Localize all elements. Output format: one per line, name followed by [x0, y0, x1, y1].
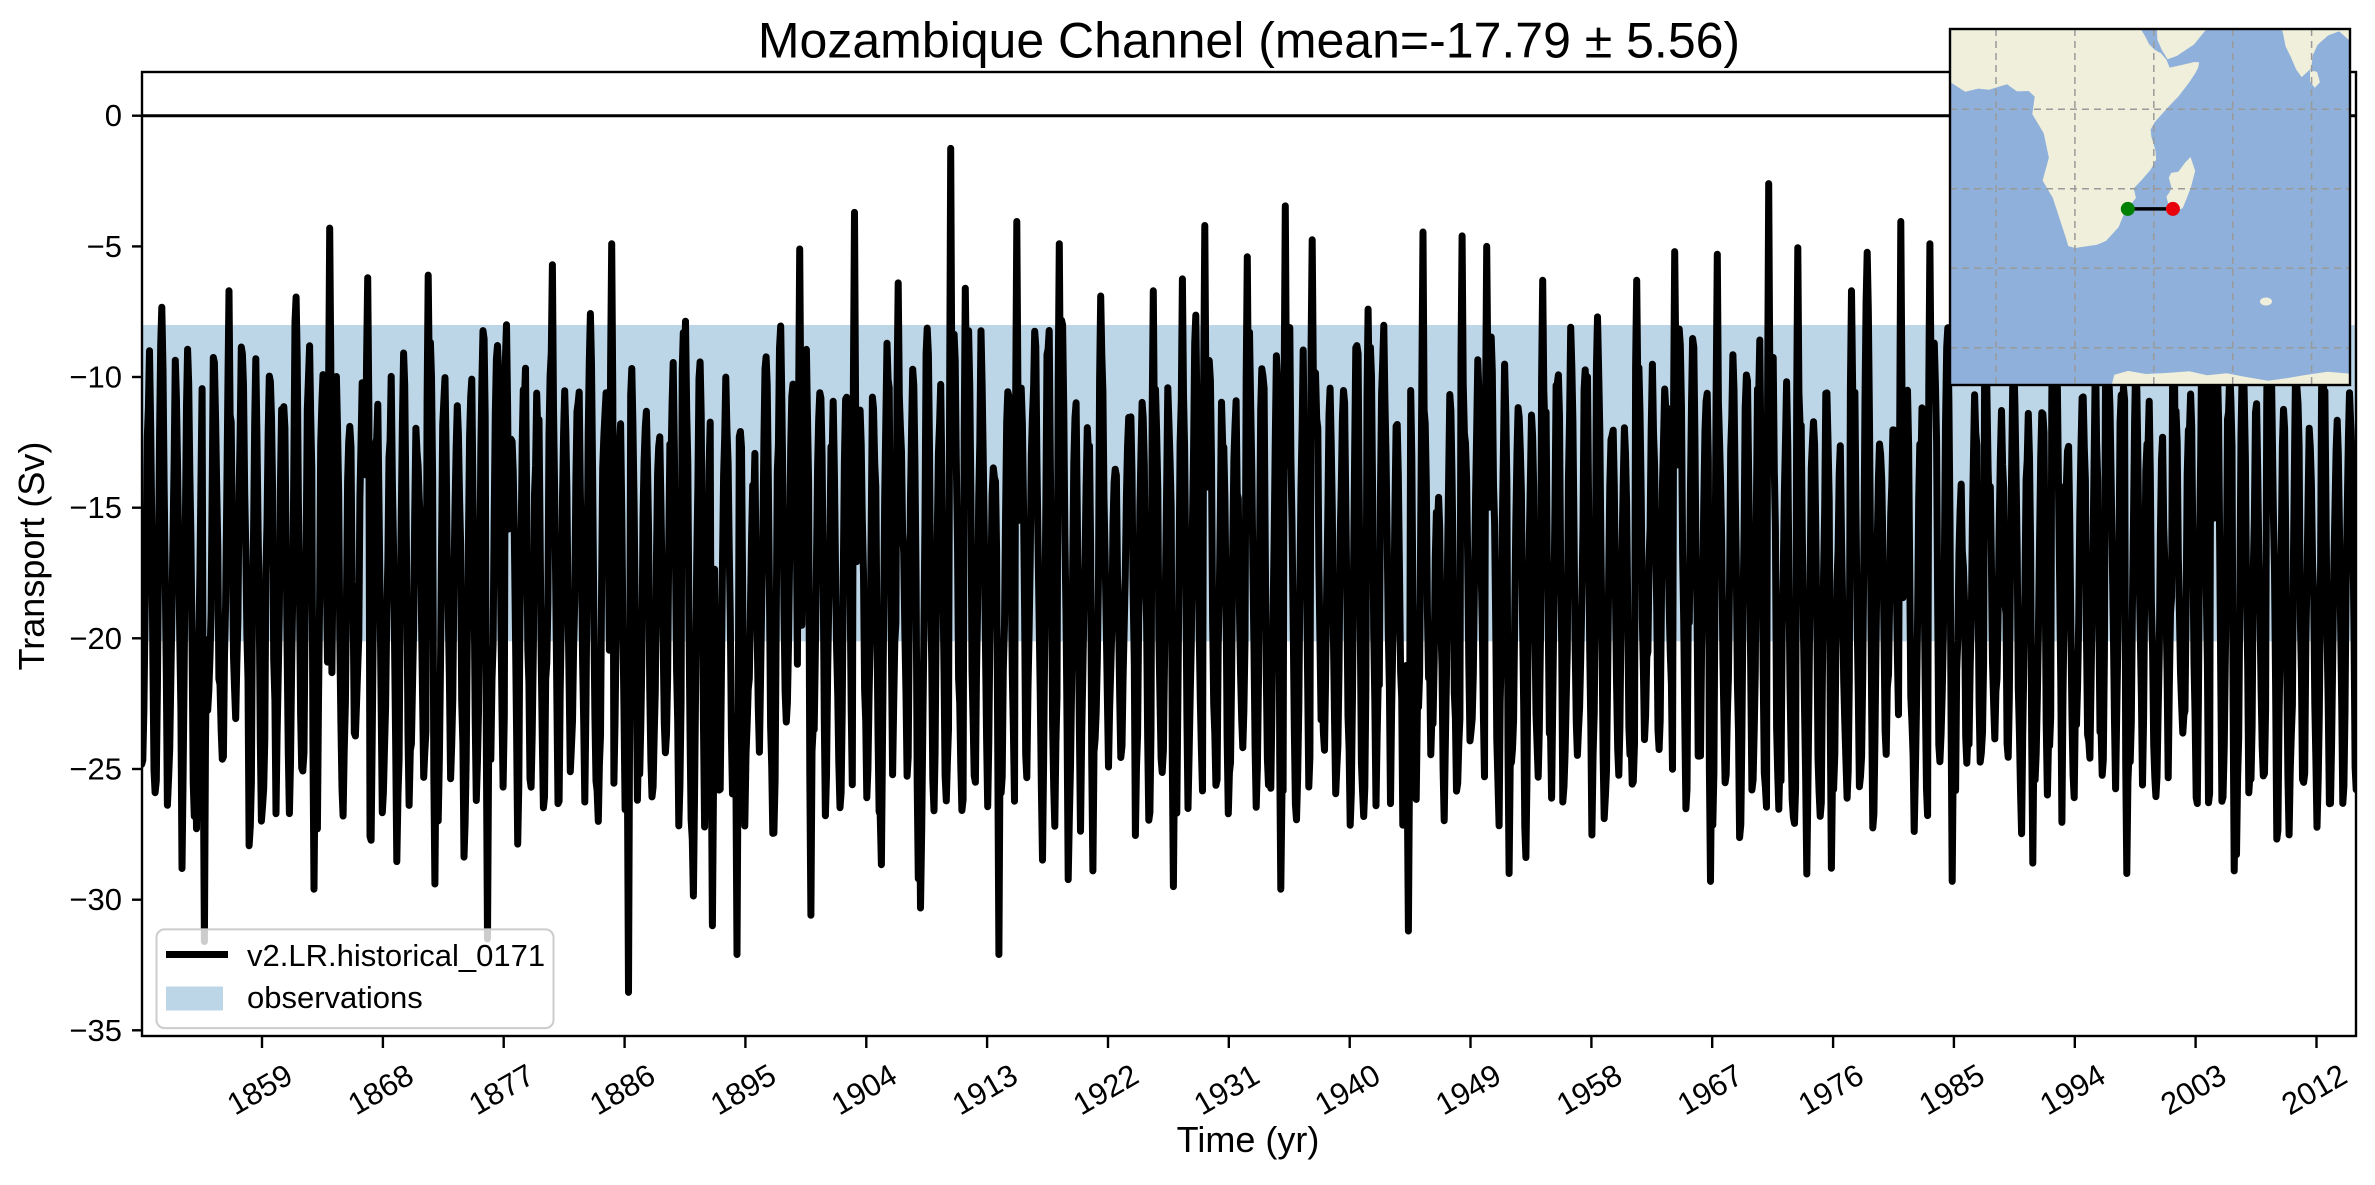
svg-text:Time (yr): Time (yr): [1177, 1119, 1320, 1160]
svg-text:−5: −5: [87, 229, 122, 264]
svg-text:Transport (Sv): Transport (Sv): [11, 442, 52, 671]
svg-text:−10: −10: [69, 360, 122, 395]
svg-text:−35: −35: [69, 1013, 122, 1048]
svg-text:−20: −20: [69, 621, 122, 656]
svg-text:−30: −30: [69, 882, 122, 917]
svg-text:observations: observations: [247, 980, 423, 1015]
svg-text:0: 0: [105, 98, 122, 133]
svg-text:v2.LR.historical_0171: v2.LR.historical_0171: [247, 938, 545, 973]
svg-text:−25: −25: [69, 752, 122, 787]
svg-text:Mozambique Channel (mean=-17.7: Mozambique Channel (mean=-17.79 ± 5.56): [758, 13, 1740, 69]
svg-text:−15: −15: [69, 490, 122, 525]
